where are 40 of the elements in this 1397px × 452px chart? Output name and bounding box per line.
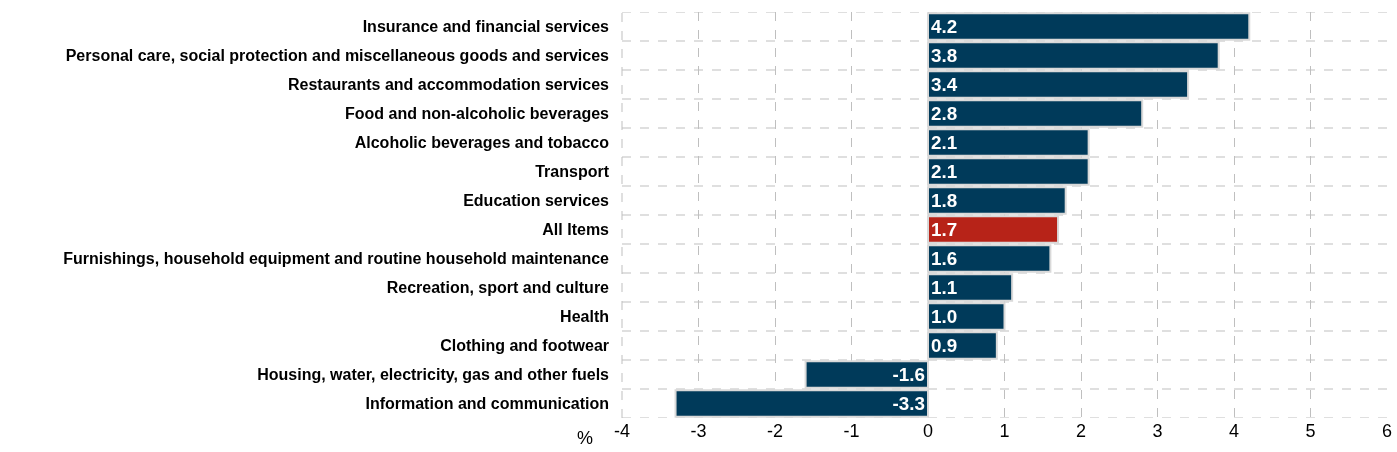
x-tick-label: 1: [999, 421, 1010, 441]
data-label: 4.2: [931, 16, 958, 38]
data-label: 2.8: [931, 103, 958, 125]
x-tick-label: 2: [1075, 421, 1087, 441]
y-tick-label: Transport: [535, 163, 610, 181]
y-tick-label: Restaurants and accommodation services: [287, 76, 610, 94]
x-tick-label: -4: [613, 421, 631, 441]
y-tick-label: Insurance and financial services: [362, 18, 610, 36]
x-axis-title: %: [577, 428, 594, 448]
y-tick-label: Furnishings, household equipment and routine household maintenance: [63, 250, 610, 268]
x-tick-label: 5: [1305, 421, 1316, 441]
x-tick-label: 3: [1152, 421, 1163, 441]
data-label: 3.4: [931, 74, 958, 96]
y-tick-label: Education services: [463, 192, 610, 210]
data-label: -3.3: [892, 393, 925, 415]
x-tick-label: -2: [766, 421, 784, 441]
data-label: 0.9: [931, 335, 958, 357]
data-label: 2.1: [931, 161, 958, 183]
x-tick-label: 6: [1381, 421, 1393, 441]
x-tick-label: 4: [1228, 421, 1240, 441]
y-tick-label: Clothing and footwear: [440, 337, 609, 355]
x-tick-label: -1: [843, 421, 860, 441]
data-label: 1.0: [931, 306, 958, 328]
data-label: 1.1: [931, 277, 958, 299]
y-tick-label: Personal care, social protection and miscellaneous goods and services: [65, 47, 610, 65]
data-label: 3.8: [931, 45, 958, 67]
y-tick-label: Food and non-alcoholic beverages: [344, 105, 610, 123]
y-tick-label: Information and communication: [365, 395, 609, 413]
data-label: 1.7: [931, 219, 958, 241]
y-tick-label: Housing, water, electricity, gas and other fuels: [257, 366, 610, 384]
data-label: -1.6: [892, 364, 925, 386]
y-tick-label: All Items: [542, 221, 610, 239]
y-tick-label: Recreation, sport and culture: [386, 279, 610, 297]
data-label: 2.1: [931, 132, 958, 154]
data-label: 1.6: [931, 248, 958, 270]
data-label: 1.8: [931, 190, 958, 212]
y-tick-label: Alcoholic beverages and tobacco: [354, 134, 610, 152]
x-tick-label: 0: [922, 421, 934, 441]
y-tick-label: Health: [560, 308, 609, 326]
x-tick-label: -3: [690, 421, 707, 441]
